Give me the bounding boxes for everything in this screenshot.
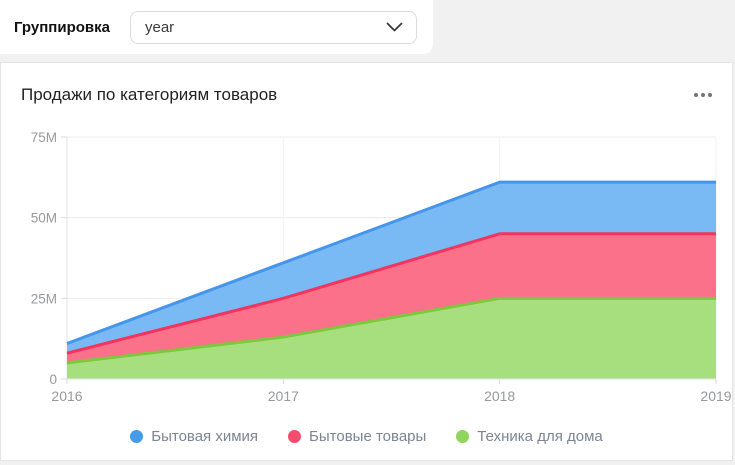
legend-dot-icon <box>130 430 144 443</box>
area-line-1 <box>66 180 716 345</box>
x-tick-label: 2017 <box>268 388 299 404</box>
sales-chart-card: Продажи по категориям товаров 0 25M 50M 75M… <box>0 62 733 461</box>
chart-legend: Бытовая химия Бытовые товары Техника для д… <box>1 428 732 445</box>
legend-item-3[interactable]: Техника для дома <box>456 428 603 445</box>
more-options-icon[interactable] <box>692 87 714 103</box>
y-tick-label: 75M <box>31 130 57 145</box>
legend-item-2[interactable]: Бытовые товары <box>288 428 426 445</box>
grouping-select-value: year <box>145 19 175 36</box>
grouping-toolbar: Группировка year <box>0 0 433 54</box>
y-tick-label: 50M <box>31 211 57 226</box>
x-tick-label: 2016 <box>51 388 82 404</box>
x-tick-label: 2019 <box>700 388 731 404</box>
legend-dot-icon <box>288 430 302 443</box>
y-tick-label: 0 <box>49 372 57 387</box>
legend-dot-icon <box>456 430 470 443</box>
x-tick-label: 2018 <box>484 388 515 404</box>
legend-label: Техника для дома <box>477 428 603 445</box>
sales-chart: 0 25M 50M 75M 2016 2017 2018 2019 <box>31 130 732 404</box>
legend-label: Бытовая химия <box>151 428 259 445</box>
area-line-2 <box>66 232 716 355</box>
legend-item-1[interactable]: Бытовая химия <box>130 428 258 445</box>
card-header: Продажи по категориям товаров <box>21 85 714 105</box>
y-tick-label: 25M <box>31 291 57 306</box>
chevron-down-icon <box>386 22 403 33</box>
legend-label: Бытовые товары <box>309 428 427 445</box>
grouping-select[interactable]: year <box>130 11 417 44</box>
grouping-label: Группировка <box>14 18 110 36</box>
chart-title: Продажи по категориям товаров <box>21 85 278 104</box>
area-3 <box>67 298 716 379</box>
area-line-3 <box>66 296 716 365</box>
